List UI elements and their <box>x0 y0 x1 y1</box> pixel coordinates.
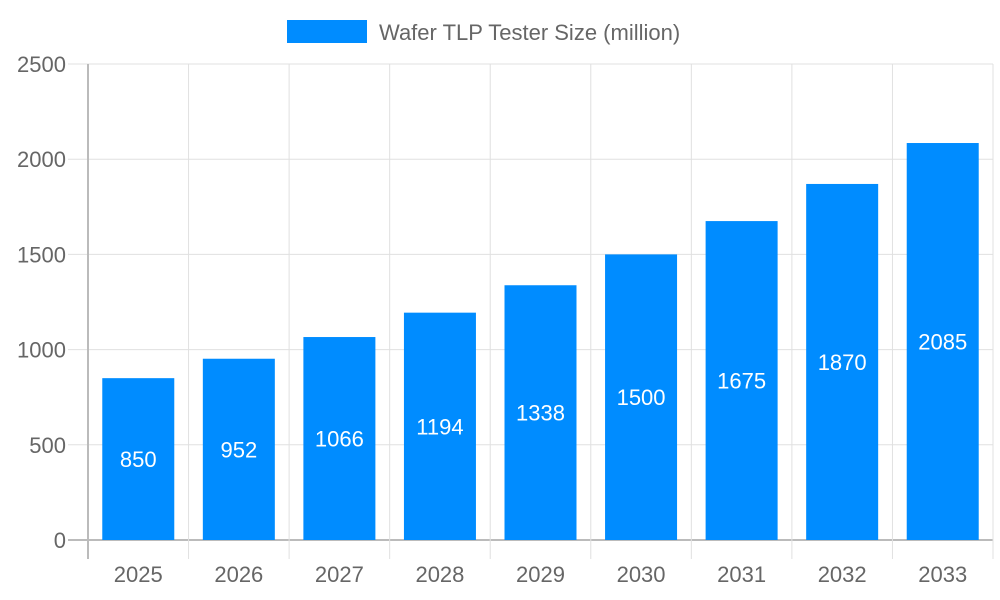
y-tick-label: 2000 <box>17 147 66 172</box>
bar <box>906 143 979 541</box>
x-tick-label: 2028 <box>415 562 464 587</box>
data-label: 1870 <box>818 350 867 375</box>
bar <box>202 358 275 540</box>
x-tick-label: 2026 <box>214 562 263 587</box>
data-label: 850 <box>120 447 157 472</box>
bar <box>806 183 879 540</box>
y-tick-label: 500 <box>29 433 66 458</box>
data-label: 1066 <box>315 427 364 452</box>
data-label: 1500 <box>617 385 666 410</box>
bar <box>605 254 678 540</box>
x-tick-label: 2033 <box>918 562 967 587</box>
data-label: 1675 <box>717 369 766 394</box>
x-tick-label: 2032 <box>818 562 867 587</box>
legend-label: Wafer TLP Tester Size (million) <box>379 20 680 45</box>
x-tick-label: 2025 <box>114 562 163 587</box>
bar <box>504 285 577 540</box>
legend: Wafer TLP Tester Size (million) <box>287 20 680 45</box>
bar <box>102 378 175 540</box>
bar <box>303 337 376 540</box>
data-label: 2085 <box>918 330 967 355</box>
y-tick-label: 0 <box>54 528 66 553</box>
bar <box>705 221 778 540</box>
data-label: 1194 <box>416 414 463 439</box>
data-label: 952 <box>220 437 257 462</box>
bar <box>403 312 476 540</box>
x-tick-label: 2027 <box>315 562 364 587</box>
y-tick-label: 1500 <box>17 242 66 267</box>
x-tick-label: 2029 <box>516 562 565 587</box>
x-tick-label: 2031 <box>717 562 766 587</box>
legend-swatch <box>287 20 367 43</box>
y-tick-label: 1000 <box>17 338 66 363</box>
data-label: 1338 <box>516 401 565 426</box>
x-tick-label: 2030 <box>617 562 666 587</box>
y-tick-label: 2500 <box>17 52 66 77</box>
